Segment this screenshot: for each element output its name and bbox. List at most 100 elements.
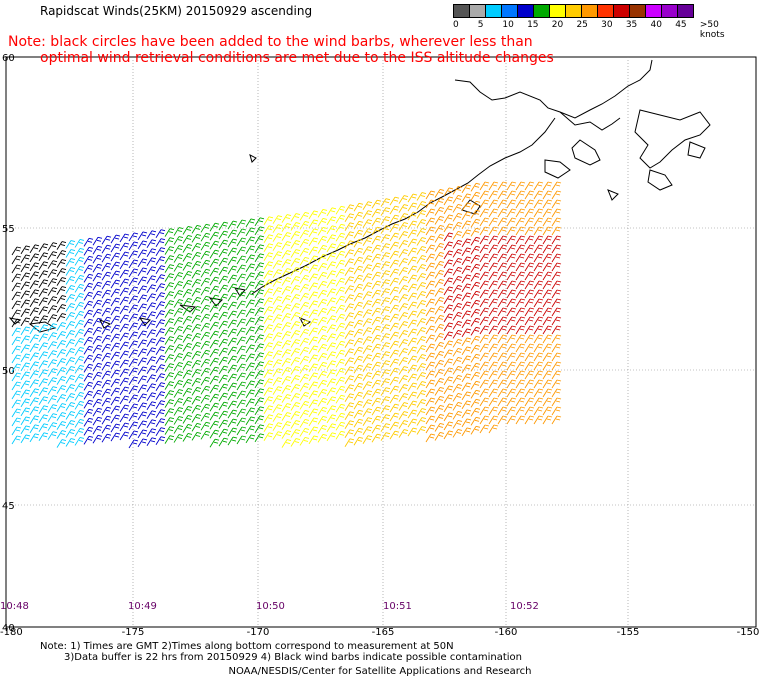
wind-barb: [128, 250, 139, 260]
wind-barb: [218, 257, 229, 267]
wind-barb: [20, 254, 31, 264]
wind-barb: [245, 290, 256, 300]
wind-barb: [542, 244, 553, 254]
wind-barb: [200, 223, 211, 233]
wind-barb: [92, 398, 103, 408]
wind-barb: [488, 208, 499, 218]
wind-barb: [524, 289, 535, 299]
wind-barb: [146, 338, 157, 348]
wind-barb: [353, 265, 364, 275]
wind-barb: [263, 279, 274, 288]
wind-barb: [92, 335, 103, 345]
wind-barb: [371, 316, 382, 326]
wind-barb: [506, 199, 517, 209]
wind-barb: [299, 347, 310, 356]
wind-barb: [488, 325, 499, 335]
wind-barb: [497, 406, 508, 416]
wind-barb: [344, 204, 355, 214]
wind-barb: [542, 181, 553, 191]
wind-barb: [290, 402, 301, 411]
wind-barb: [209, 429, 220, 439]
wind-barb: [533, 370, 544, 380]
wind-barb: [344, 366, 355, 376]
wind-barb: [425, 217, 436, 227]
wind-barb: [272, 215, 283, 224]
wind-barb: [29, 388, 40, 398]
wind-barb: [317, 424, 328, 434]
wind-barb: [425, 298, 436, 308]
wind-barb: [245, 353, 256, 363]
wind-barb: [137, 402, 148, 412]
wind-barb: [65, 384, 76, 393]
wind-barb: [74, 374, 85, 383]
wind-barb: [353, 229, 364, 239]
wind-barb: [227, 265, 238, 275]
wind-barb: [38, 306, 49, 315]
wind-barb: [389, 403, 400, 413]
wind-barb: [371, 271, 382, 281]
wind-barb: [380, 432, 391, 441]
wind-barb: [479, 271, 490, 281]
wind-barb: [272, 404, 283, 413]
wind-barb: [29, 262, 40, 272]
lat-label: 60: [2, 53, 15, 64]
wind-barb: [290, 285, 301, 294]
wind-barb: [65, 339, 76, 348]
wind-barb: [65, 375, 76, 384]
wind-barb: [236, 390, 247, 400]
wind-barb: [335, 268, 346, 278]
wind-barb: [182, 271, 193, 280]
wind-barb: [191, 332, 202, 342]
wind-barb: [209, 384, 220, 394]
wind-barb: [92, 425, 103, 435]
wind-barb: [47, 431, 58, 440]
wind-barb: [551, 370, 562, 380]
wind-barb: [299, 311, 310, 320]
wind-barb: [425, 388, 436, 398]
wind-barb: [524, 181, 535, 191]
wind-barb: [65, 348, 76, 357]
wind-barb: [371, 361, 382, 371]
wind-barb: [65, 330, 76, 339]
wind-barb: [506, 280, 517, 290]
wind-barb: [254, 289, 265, 299]
wind-barb: [254, 370, 265, 380]
wind-barb: [506, 397, 517, 407]
wind-barb: [128, 394, 139, 404]
wind-barb: [47, 368, 58, 377]
wind-barb: [335, 376, 346, 386]
wind-barb: [65, 294, 76, 303]
wind-barb: [290, 213, 301, 222]
wind-barb: [371, 415, 382, 425]
wind-barb: [470, 317, 481, 327]
wind-barb: [245, 245, 256, 255]
wind-barb: [65, 312, 76, 321]
wind-barb: [128, 403, 139, 413]
wind-barb: [128, 385, 139, 395]
wind-barb: [20, 416, 31, 426]
wind-barb: [452, 392, 463, 402]
wind-barb: [83, 417, 94, 427]
wind-barb: [155, 427, 166, 436]
wind-barb: [173, 227, 184, 236]
wind-barb: [362, 363, 373, 372]
wind-barb: [461, 418, 472, 428]
wind-barb: [371, 406, 382, 416]
wind-barb: [308, 354, 319, 364]
wind-barb: [425, 271, 436, 281]
wind-barb: [92, 371, 103, 381]
wind-barb: [101, 325, 112, 335]
wind-barb: [281, 277, 292, 286]
wind-barb: [443, 259, 454, 269]
wind-barb: [389, 250, 400, 260]
wind-barb: [272, 278, 283, 287]
wind-barb: [461, 202, 472, 212]
wind-barb: [11, 417, 22, 427]
wind-barb: [344, 429, 355, 439]
wind-barb: [389, 268, 400, 278]
wind-barb: [398, 195, 409, 204]
wind-barb: [200, 304, 211, 314]
wind-barb: [380, 198, 391, 207]
wind-barb: [479, 415, 490, 425]
wind-barb: [407, 265, 418, 275]
